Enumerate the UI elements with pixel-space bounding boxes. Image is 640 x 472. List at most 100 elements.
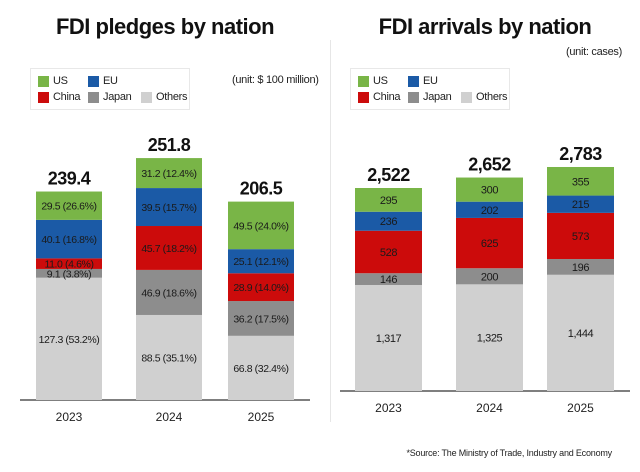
bar-segment-china-2024 (456, 217, 523, 269)
legend-swatch-us (358, 75, 369, 87)
segment-label-us-2025: 355 (572, 176, 589, 188)
legend-label: US (373, 75, 388, 87)
legend-swatch-eu (88, 75, 99, 87)
segment-label-japan-2024: 200 (481, 271, 498, 283)
legend-item-japan: Japan (88, 91, 132, 103)
panel-divider (330, 40, 331, 422)
chart-title: FDI pledges by nation (55, 14, 275, 39)
segment-label-japan-2024: 46.9 (18.6%) (141, 287, 196, 299)
x-tick-label-2023: 2023 (56, 410, 83, 424)
legend-swatch-others (141, 91, 152, 103)
legend-item-china: China (38, 91, 81, 103)
chart-title: FDI arrivals by nation (378, 14, 592, 39)
bar-segment-us-2025 (547, 166, 614, 196)
bar-segment-us-2023 (36, 191, 102, 220)
bar-segment-eu-2025 (228, 249, 294, 274)
bar-segment-others-2024 (136, 314, 202, 400)
bar-segment-others-2025 (228, 335, 294, 400)
legend-label: Japan (423, 91, 452, 103)
segment-label-japan-2023: 146 (380, 274, 397, 286)
legend-item-eu: EU (88, 75, 118, 87)
legend-item-others: Others (461, 91, 508, 103)
legend-label: China (373, 91, 401, 103)
legend-label: EU (103, 75, 118, 87)
pledges-panel: FDI pledges by nation (unit: $ 100 milli… (0, 0, 330, 440)
legend-swatch-china (358, 91, 369, 103)
pledges-chart: 127.3 (53.2%) 9.1 (3.8%)11.0 (4.6%) 40.1 (… (20, 135, 310, 424)
bar-segment-us-2024 (136, 158, 202, 189)
bar-segment-japan-2024 (136, 269, 202, 315)
segment-label-eu-2024: 202 (481, 205, 498, 217)
segment-label-others-2023: 127.3 (53.2%) (39, 334, 100, 346)
segment-label-others-2025: 66.8 (32.4%) (233, 363, 288, 375)
legend-item-japan: Japan (408, 91, 452, 103)
legend-item-us: US (38, 75, 68, 87)
segment-label-eu-2025: 25.1 (12.1%) (233, 256, 288, 268)
segment-label-eu-2023: 236 (380, 216, 397, 228)
bar-segment-eu-2024 (456, 201, 523, 218)
legend-item-china: China (358, 91, 401, 103)
legend-swatch-japan (408, 91, 419, 103)
legend-swatch-others (461, 91, 472, 103)
legend-label: Others (476, 91, 508, 103)
total-label-2023: 239.4 (48, 169, 91, 189)
segment-label-china-2023: 11.0 (4.6%) (44, 259, 93, 271)
bar-segment-eu-2024 (136, 188, 202, 227)
segment-label-japan-2023: 9.1 (3.8%) (47, 268, 91, 280)
legend-label: Japan (103, 91, 132, 103)
bar-segment-japan-2023 (355, 273, 422, 285)
source-footnote: *Source: The Ministry of Trade, Industry… (406, 448, 612, 458)
segment-label-eu-2025: 215 (572, 199, 589, 211)
segment-label-us-2024: 31.2 (12.4%) (141, 168, 196, 180)
segment-label-us-2025: 49.5 (24.0%) (233, 220, 288, 232)
legend-item-eu: EU (408, 75, 438, 87)
bar-segment-us-2025 (228, 201, 294, 250)
legend-label: Others (156, 91, 188, 103)
legend: US EU China Japan Others (30, 68, 190, 110)
bar-segment-eu-2025 (547, 195, 614, 213)
unit-label: (unit: $ 100 million) (232, 74, 319, 86)
segment-label-others-2025: 1,444 (568, 328, 594, 340)
segment-label-china-2024: 625 (481, 238, 498, 250)
total-label-2023: 2,522 (367, 165, 410, 185)
segment-label-china-2025: 28.9 (14.0%) (233, 282, 288, 294)
legend-swatch-japan (88, 91, 99, 103)
bar-segment-others-2023 (355, 284, 422, 391)
legend-label: EU (423, 75, 438, 87)
bar-segment-china-2024 (136, 226, 202, 270)
bar-segment-us-2024 (456, 177, 523, 202)
bar-segment-china-2023 (36, 258, 102, 269)
total-label-2024: 2,652 (468, 155, 511, 175)
segment-label-china-2023: 528 (380, 247, 397, 259)
segment-label-us-2024: 300 (481, 185, 498, 197)
segment-label-others-2024: 1,325 (477, 333, 503, 345)
segment-label-us-2023: 29.5 (26.6%) (41, 201, 96, 213)
bar-segment-others-2024 (456, 284, 523, 391)
legend: US EU China Japan Others (350, 68, 510, 110)
bar-segment-others-2023 (36, 277, 102, 400)
bar-segment-japan-2023 (36, 268, 102, 278)
bar-segment-china-2023 (355, 230, 422, 274)
bar-segment-japan-2025 (547, 258, 614, 275)
total-label-2025: 2,783 (559, 144, 602, 164)
bar-segment-others-2025 (547, 274, 614, 391)
x-tick-label-2024: 2024 (156, 410, 183, 424)
bar-segment-china-2025 (547, 212, 614, 259)
segment-label-others-2024: 88.5 (35.1%) (141, 352, 196, 364)
segment-label-others-2023: 1,317 (376, 333, 402, 345)
bar-segment-eu-2023 (355, 211, 422, 231)
segment-label-china-2025: 573 (572, 231, 589, 243)
segment-label-us-2023: 295 (380, 195, 397, 207)
legend-label: China (53, 91, 81, 103)
x-tick-label-2024: 2024 (476, 401, 503, 415)
bar-segment-china-2025 (228, 273, 294, 302)
bar-segment-eu-2023 (36, 219, 102, 259)
bar-segment-japan-2024 (456, 268, 523, 285)
legend-label: US (53, 75, 68, 87)
total-label-2025: 206.5 (240, 179, 283, 199)
segment-label-eu-2024: 39.5 (15.7%) (141, 202, 196, 214)
segment-label-china-2024: 45.7 (18.2%) (141, 243, 196, 255)
arrivals-panel: FDI arrivals by nation (unit: cases) US … (330, 0, 640, 440)
segment-label-japan-2025: 36.2 (17.5%) (233, 313, 288, 325)
x-tick-label-2023: 2023 (375, 401, 402, 415)
